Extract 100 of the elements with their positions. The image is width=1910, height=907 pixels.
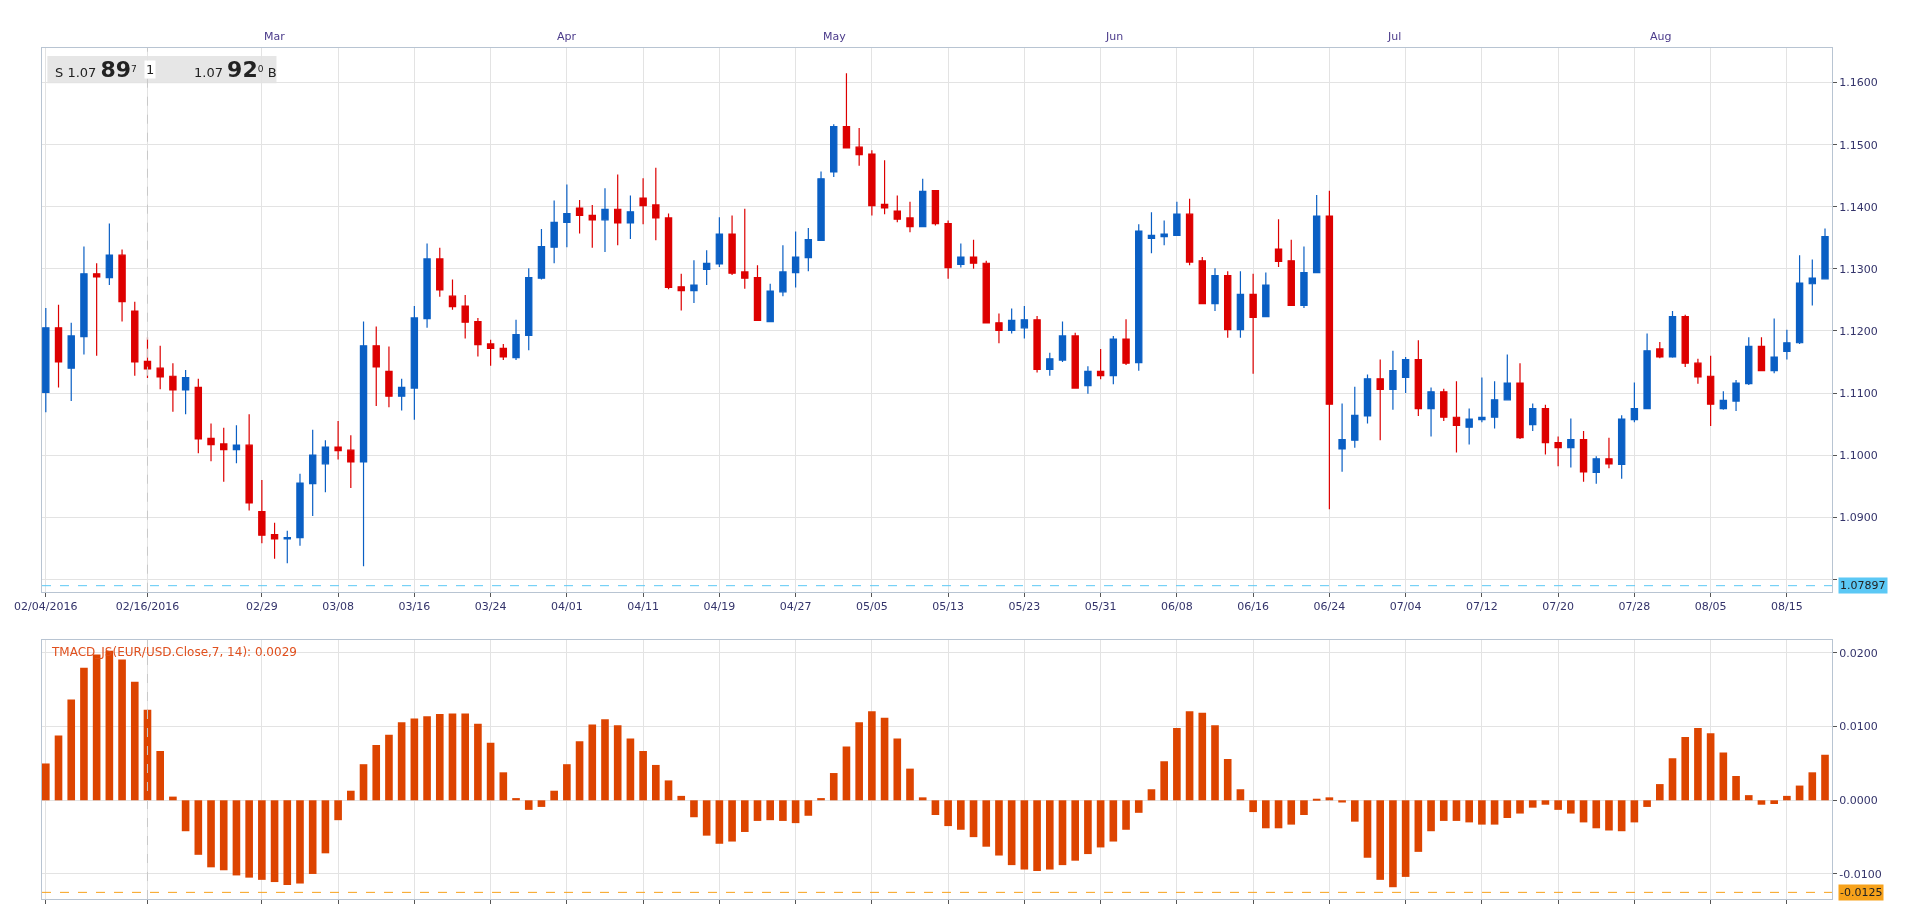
candlestick: [1541, 404, 1550, 456]
bar: [461, 713, 470, 801]
candlestick: [995, 312, 1003, 344]
x-tick-label: 04/11: [627, 599, 659, 613]
candlestick: [1605, 437, 1613, 469]
candlestick: [131, 301, 139, 377]
candlestick: [372, 326, 380, 407]
candlestick: [1668, 310, 1677, 359]
x-tick-label: 03/08: [322, 599, 354, 613]
bar: [1579, 800, 1588, 823]
bar: [283, 800, 292, 886]
candlestick: [1020, 305, 1029, 339]
bar: [1363, 800, 1372, 858]
bar: [308, 800, 317, 874]
candlestick: [105, 222, 114, 286]
x-tick-label: 07/28: [1618, 599, 1651, 613]
bar: [969, 800, 978, 838]
bar: [1160, 761, 1168, 801]
candlestick: [791, 231, 800, 289]
bar: [1033, 800, 1041, 872]
bar: [563, 764, 571, 801]
candlestick: [1109, 335, 1118, 385]
annotation: 1: [146, 62, 155, 77]
candlestick: [702, 249, 711, 286]
candlestick: [359, 321, 368, 567]
bar: [1414, 800, 1423, 852]
bar: [1490, 800, 1499, 825]
bar: [613, 725, 622, 801]
bar: [372, 745, 381, 801]
y-tick-label: 0.0200: [1839, 646, 1878, 660]
bar: [1274, 800, 1283, 829]
x-tick-label: 06/08: [1161, 599, 1193, 613]
candlestick: [1262, 271, 1270, 318]
bar: [245, 800, 253, 878]
candlestick: [1300, 245, 1308, 309]
bar: [474, 723, 482, 801]
candlestick: [1656, 341, 1664, 359]
x-tick-label: 04/01: [551, 599, 583, 613]
bar: [397, 722, 406, 801]
bar: [1173, 728, 1181, 801]
bar: [435, 714, 444, 801]
bar: [550, 790, 558, 801]
bar: [1655, 784, 1664, 801]
bar: [1516, 800, 1524, 814]
bar: [753, 800, 762, 821]
x-tick-label: 02/04/2016: [14, 599, 78, 613]
bar: [1071, 800, 1080, 861]
candlestick: [1401, 356, 1410, 394]
x-tick-label: 07/04: [1389, 599, 1422, 613]
candlestick: [1376, 358, 1384, 441]
candlestick: [1071, 332, 1079, 389]
candlestick: [1617, 414, 1626, 480]
text: Mar: [264, 30, 286, 43]
candlestick: [537, 228, 546, 281]
annotation: 1.07 92$^{0}$ B: [194, 57, 277, 82]
candlestick: [296, 473, 304, 547]
candlestick: [982, 260, 990, 324]
bar: [321, 800, 330, 854]
candlestick: [1732, 379, 1740, 412]
bar: [944, 800, 952, 827]
candlestick: [613, 173, 622, 246]
bar: [54, 735, 63, 801]
candlestick: [1579, 430, 1588, 483]
bar: [1134, 800, 1143, 813]
bar: [1223, 759, 1232, 801]
bar: [1528, 800, 1537, 808]
bar: [677, 795, 686, 801]
candlestick: [931, 189, 940, 226]
bar: [1249, 800, 1257, 813]
bar: [1630, 800, 1639, 823]
bar: [995, 800, 1003, 856]
candlestick: [1338, 402, 1346, 473]
bar: [893, 738, 902, 801]
bar: [42, 763, 50, 801]
candlestick: [1808, 258, 1817, 307]
candlestick: [1351, 386, 1359, 449]
candlestick: [1198, 256, 1206, 305]
bar: [715, 800, 724, 844]
candlestick: [1236, 270, 1245, 339]
candlestick: [1249, 273, 1257, 375]
bar: [207, 800, 215, 868]
bar: [1478, 800, 1486, 825]
bar: [1567, 800, 1575, 814]
bar: [1821, 754, 1829, 801]
bar: [1198, 712, 1207, 801]
bar: [829, 773, 838, 801]
bar: [1770, 800, 1778, 804]
bar: [1617, 800, 1626, 832]
candlestick: [1757, 336, 1766, 372]
candlestick: [588, 204, 596, 249]
bar: [194, 800, 203, 855]
bar: [524, 800, 533, 810]
candlestick: [1630, 381, 1639, 423]
bar: [1681, 736, 1690, 801]
candlestick: [1312, 194, 1321, 274]
bar: [385, 734, 393, 801]
bar: [80, 667, 88, 801]
bar: [359, 764, 368, 801]
candlestick: [1096, 348, 1105, 380]
text: Jul: [1387, 30, 1402, 43]
